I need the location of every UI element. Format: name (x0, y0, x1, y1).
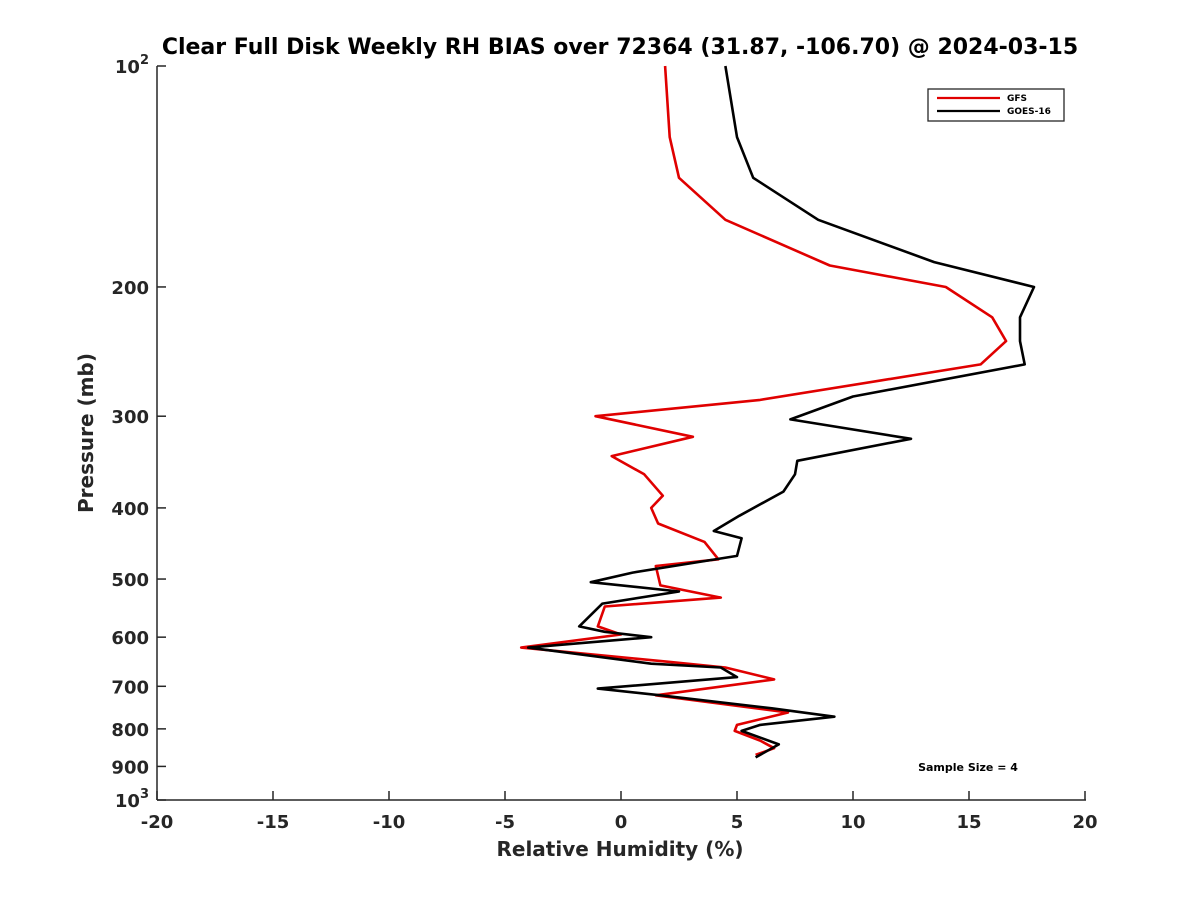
y-tick-label: 103 (115, 787, 149, 812)
x-tick-label: 10 (840, 812, 865, 833)
x-tick-label: 20 (1072, 812, 1097, 833)
y-axis-ticks: 102 200 300 400 500 600 700 800 900 103 (111, 53, 166, 812)
y-tick-label: 800 (111, 720, 149, 741)
chart-title: Clear Full Disk Weekly RH BIAS over 7236… (162, 35, 1078, 60)
y-tick-label: 900 (111, 757, 149, 778)
plot-lines (519, 65, 1036, 759)
legend-label-gfs: GFS (1007, 94, 1027, 104)
y-tick-label: 600 (111, 628, 149, 649)
y-tick-label: 300 (111, 407, 149, 428)
x-tick-label: 0 (615, 812, 628, 833)
y-tick-label: 500 (111, 570, 149, 591)
x-tick-label: -5 (495, 812, 515, 833)
legend-label-goes16: GOES-16 (1007, 107, 1051, 117)
series-line-gfs (519, 65, 1008, 757)
y-tick-label: 102 (115, 53, 149, 78)
x-tick-label: -20 (141, 812, 174, 833)
x-tick-label: 5 (731, 812, 744, 833)
y-tick-label: 200 (111, 278, 149, 299)
x-axis-label: Relative Humidity (%) (496, 837, 743, 861)
y-tick-label: 400 (111, 499, 149, 520)
y-axis-label: Pressure (mb) (74, 353, 98, 513)
x-tick-label: -10 (373, 812, 406, 833)
legend: GFS GOES-16 (927, 88, 1065, 122)
legend-box (927, 88, 1065, 122)
series-line-goes16 (526, 65, 1036, 759)
x-axis-ticks: -20 -15 -10 -5 0 5 10 15 20 (141, 791, 1098, 833)
y-tick-label: 700 (111, 677, 149, 698)
x-tick-label: -15 (257, 812, 290, 833)
x-tick-label: 15 (956, 812, 981, 833)
sample-size-annotation: Sample Size = 4 (918, 761, 1018, 774)
